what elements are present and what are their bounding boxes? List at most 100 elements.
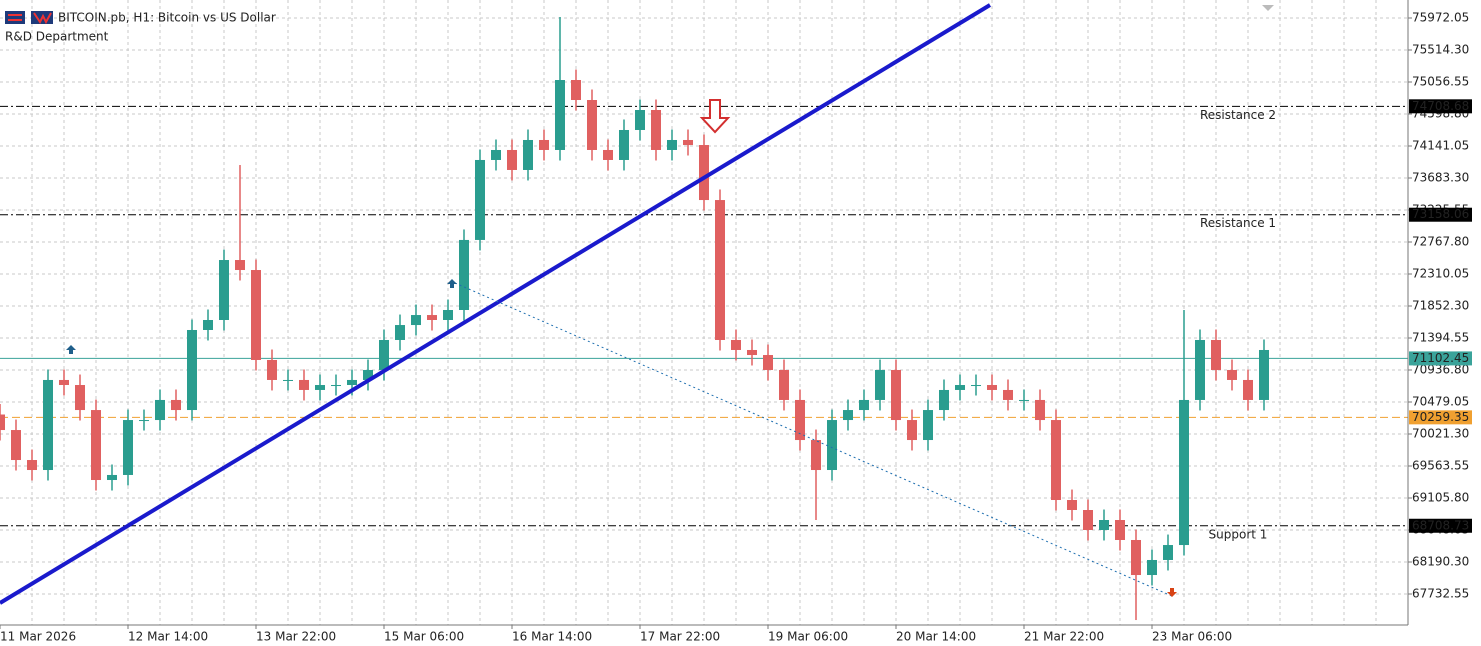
candle-body bbox=[251, 270, 261, 360]
candle-body bbox=[619, 129, 629, 160]
candle-body bbox=[1179, 399, 1189, 546]
candle-body bbox=[459, 239, 469, 311]
candle-body bbox=[635, 109, 645, 130]
price-box-label: 68708.73 bbox=[1412, 518, 1469, 532]
candle-body bbox=[331, 385, 341, 387]
candle-body bbox=[1195, 339, 1205, 400]
candle-body bbox=[827, 420, 837, 471]
y-tick-label: 70936.80 bbox=[1412, 362, 1469, 376]
candle-body bbox=[955, 385, 965, 390]
candle-body bbox=[795, 399, 805, 441]
candle-body bbox=[1131, 539, 1141, 576]
signal-arrow bbox=[66, 344, 76, 354]
y-tick-label: 70479.05 bbox=[1412, 394, 1469, 408]
candle-body bbox=[715, 200, 725, 340]
candle-body bbox=[59, 379, 69, 386]
candle-body bbox=[395, 325, 405, 340]
scroll-marker bbox=[1262, 5, 1274, 11]
y-tick-label: 71394.55 bbox=[1412, 330, 1469, 344]
x-tick-label: 15 Mar 06:00 bbox=[384, 630, 464, 644]
candle-body bbox=[427, 315, 437, 320]
candle-body bbox=[315, 385, 325, 390]
y-tick-label: 70021.30 bbox=[1412, 426, 1469, 440]
candle-body bbox=[299, 379, 309, 390]
candle-body bbox=[379, 339, 389, 370]
candle-body bbox=[11, 430, 21, 461]
candle-body bbox=[811, 440, 821, 471]
plot-area: Resistance 2 Resistance 1 Support 1 bbox=[0, 3, 1408, 621]
candle-body bbox=[363, 369, 373, 380]
candle-body bbox=[939, 389, 949, 411]
candle-body bbox=[603, 149, 613, 160]
price-box bbox=[1409, 410, 1472, 425]
candle-body bbox=[907, 420, 917, 441]
signal-arrow bbox=[447, 278, 457, 288]
candle-body bbox=[0, 414, 5, 431]
candle-body bbox=[1035, 399, 1045, 421]
candle-body bbox=[891, 369, 901, 421]
candle-body bbox=[699, 145, 709, 201]
candle-body bbox=[187, 329, 197, 411]
candle-body bbox=[587, 100, 597, 150]
candle-body bbox=[235, 260, 245, 271]
candle-body bbox=[571, 80, 581, 101]
price-box bbox=[1409, 518, 1472, 533]
x-tick-label: 11 Mar 2026 bbox=[0, 630, 76, 644]
y-tick-label: 71852.30 bbox=[1412, 298, 1469, 312]
trend-line bbox=[454, 282, 1173, 597]
level-label: Support 1 bbox=[1209, 527, 1268, 541]
candle-body bbox=[683, 139, 693, 146]
candle-body bbox=[27, 460, 37, 471]
y-tick-label: 73683.30 bbox=[1412, 170, 1469, 184]
candle-body bbox=[507, 149, 517, 170]
x-tick-label: 17 Mar 22:00 bbox=[640, 630, 720, 644]
candle-body bbox=[859, 399, 869, 411]
candle-body bbox=[555, 80, 565, 150]
x-tick-label: 21 Mar 22:00 bbox=[1024, 630, 1104, 644]
candle-body bbox=[1227, 369, 1237, 380]
candle-body bbox=[491, 149, 501, 160]
candle-body bbox=[731, 339, 741, 350]
price-box-label: 70259.35 bbox=[1412, 410, 1469, 424]
candle-body bbox=[1211, 339, 1221, 370]
chart-subtitle: R&D Department bbox=[5, 30, 109, 44]
candle-body bbox=[1163, 545, 1173, 560]
x-tick-label: 23 Mar 06:00 bbox=[1152, 630, 1232, 644]
candle-body bbox=[747, 349, 757, 356]
price-box bbox=[1409, 207, 1472, 222]
candle-body bbox=[475, 159, 485, 240]
y-tick-label: 75972.05 bbox=[1412, 10, 1469, 24]
x-tick-label: 12 Mar 14:00 bbox=[128, 630, 208, 644]
candle-body bbox=[779, 369, 789, 400]
candle-body bbox=[1259, 349, 1269, 400]
candle-body bbox=[267, 359, 277, 380]
x-tick-label: 16 Mar 14:00 bbox=[512, 630, 592, 644]
candle-body bbox=[283, 379, 293, 381]
candle-body bbox=[875, 369, 885, 400]
y-tick-label: 67732.55 bbox=[1412, 586, 1469, 600]
price-box-label: 74708.68 bbox=[1412, 99, 1469, 113]
candle-body bbox=[1003, 389, 1013, 400]
y-tick-label: 69563.55 bbox=[1412, 458, 1469, 472]
price-box-label: 71102.45 bbox=[1412, 351, 1469, 365]
y-tick-label: 74141.05 bbox=[1412, 138, 1469, 152]
candle-body bbox=[411, 315, 421, 326]
candle-body bbox=[843, 410, 853, 421]
x-tick-label: 13 Mar 22:00 bbox=[256, 630, 336, 644]
candle-body bbox=[43, 379, 53, 471]
candle-body bbox=[1019, 399, 1029, 401]
level-label: Resistance 2 bbox=[1200, 108, 1276, 122]
candle-body bbox=[539, 139, 549, 150]
level-label: Resistance 1 bbox=[1200, 216, 1276, 230]
y-tick-label: 75514.30 bbox=[1412, 42, 1469, 56]
candle-body bbox=[91, 410, 101, 481]
candle-body bbox=[1147, 559, 1157, 576]
candle-body bbox=[971, 385, 981, 387]
candle-body bbox=[443, 310, 453, 320]
candle-body bbox=[155, 399, 165, 421]
candle-body bbox=[987, 385, 997, 390]
y-tick-label: 72767.80 bbox=[1412, 234, 1469, 248]
